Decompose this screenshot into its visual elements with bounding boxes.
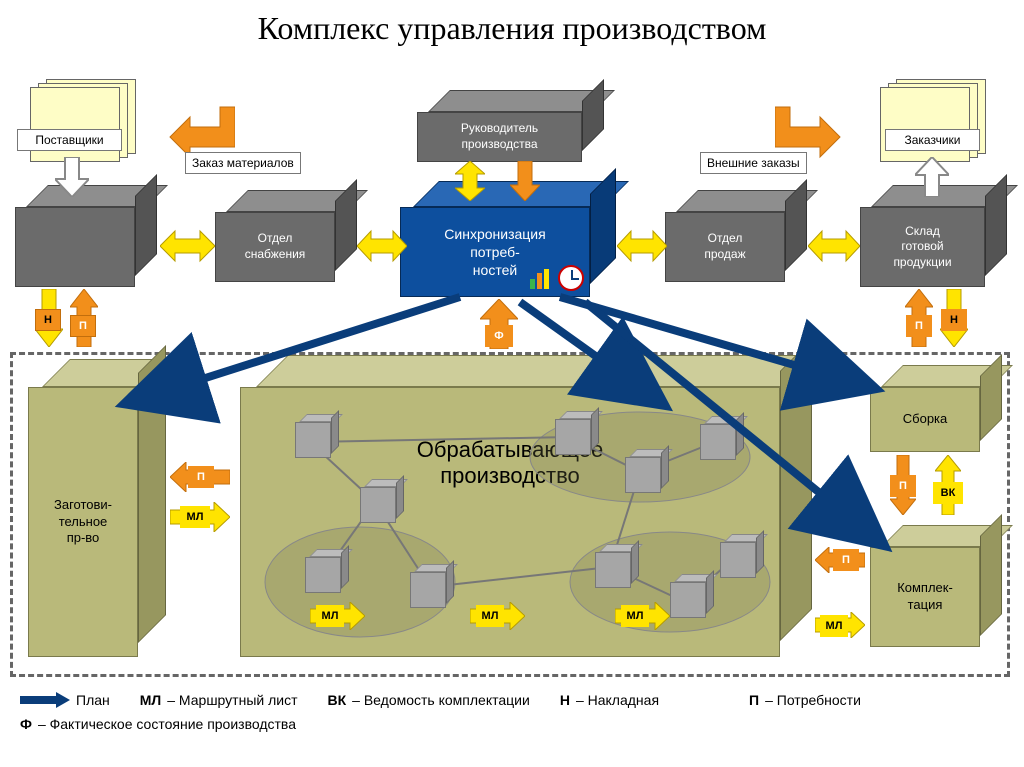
arrow-customers-up bbox=[915, 157, 949, 197]
dbl-arrow-3 bbox=[617, 229, 667, 263]
net-node bbox=[720, 542, 756, 578]
legend-f: Ф– Фактическое состояние производства bbox=[20, 716, 296, 732]
net-node bbox=[700, 424, 736, 460]
arrow-director-updown bbox=[455, 161, 485, 201]
dbl-arrow-1 bbox=[160, 229, 215, 263]
badge-vk: ВК bbox=[933, 482, 963, 504]
legend-n: Н– Накладная bbox=[560, 692, 659, 708]
sync-clock-icon bbox=[558, 265, 584, 291]
legend-plan-text: План bbox=[76, 692, 110, 708]
net-node bbox=[360, 487, 396, 523]
badge-n-left: Н bbox=[35, 309, 61, 331]
order-materials-label: Заказ материалов bbox=[185, 152, 301, 174]
badge-p-prep: П bbox=[188, 466, 214, 488]
badge-ml-3: МЛ bbox=[621, 605, 649, 627]
badge-ml-pick: МЛ bbox=[820, 615, 848, 637]
net-node bbox=[295, 422, 331, 458]
badge-p-asm: П bbox=[890, 475, 916, 497]
badge-ml-2: МЛ bbox=[476, 605, 504, 627]
badge-ml-prep: МЛ bbox=[180, 506, 210, 528]
net-node bbox=[410, 572, 446, 608]
arrow-director-down-orange bbox=[510, 161, 540, 201]
external-orders-label: Внешние заказы bbox=[700, 152, 807, 174]
suppliers-label: Поставщики bbox=[17, 129, 122, 151]
arrow-suppliers-down bbox=[55, 157, 89, 197]
legend: План МЛ– Маршрутный лист ВК– Ведомость к… bbox=[20, 692, 1004, 732]
badge-p-left: П bbox=[70, 315, 96, 337]
net-node bbox=[305, 557, 341, 593]
dbl-arrow-2 bbox=[357, 229, 407, 263]
net-node bbox=[555, 419, 591, 455]
net-node bbox=[670, 582, 706, 618]
legend-plan: План bbox=[20, 692, 110, 708]
badge-f: Ф bbox=[485, 325, 513, 347]
badge-p-right: П bbox=[906, 315, 932, 337]
dbl-arrow-4 bbox=[808, 229, 860, 263]
customers-label: Заказчики bbox=[885, 129, 980, 151]
legend-p: П– Потребности bbox=[749, 692, 861, 708]
diagram-canvas: Поставщики Заказчики Отдел снабжения Рук… bbox=[0, 57, 1024, 757]
page-title: Комплекс управления производством bbox=[0, 0, 1024, 57]
badge-n-right: Н bbox=[941, 309, 967, 331]
legend-ml: МЛ– Маршрутный лист bbox=[140, 692, 298, 708]
badge-ml-1: МЛ bbox=[316, 605, 344, 627]
net-node bbox=[625, 457, 661, 493]
sync-chart-icon bbox=[530, 269, 554, 289]
legend-vk: ВК– Ведомость комплектации bbox=[328, 692, 530, 708]
net-node bbox=[595, 552, 631, 588]
badge-p-pick: П bbox=[833, 549, 859, 571]
